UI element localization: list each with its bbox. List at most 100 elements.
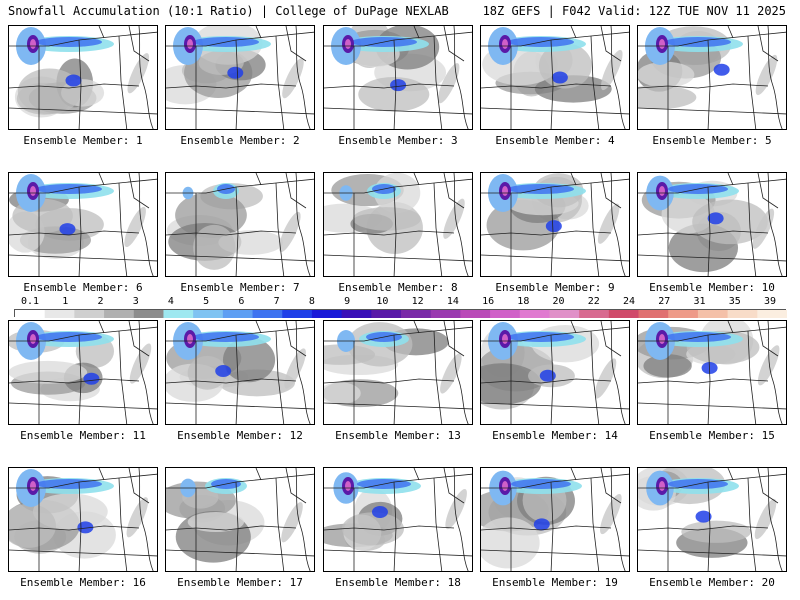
legend-color-swatch [638, 310, 669, 318]
legend-tick-label: 7 [273, 296, 280, 307]
ensemble-panel [8, 467, 158, 572]
state-borders [9, 321, 157, 424]
ensemble-member-label: Ensemble Member: 2 [180, 134, 300, 147]
map-title: Snowfall Accumulation (10:1 Ratio) | Col… [8, 4, 449, 18]
legend-tick-label: 12 [411, 296, 424, 307]
state-borders [166, 468, 314, 571]
ensemble-panel [323, 172, 473, 277]
snowfall-map [481, 468, 629, 571]
legend-tick-label: 9 [344, 296, 351, 307]
snowfall-map [638, 468, 786, 571]
ensemble-member-label: Ensemble Member: 6 [23, 281, 143, 294]
ensemble-panel [323, 25, 473, 130]
legend-color-swatch [222, 310, 254, 318]
legend-color-swatch [252, 310, 283, 318]
legend-color-swatch [549, 310, 580, 318]
snowfall-map [324, 321, 472, 424]
ensemble-panel [165, 25, 315, 130]
legend-color-swatch [163, 310, 194, 318]
state-borders [324, 26, 472, 129]
legend-tick-label: 24 [623, 296, 636, 307]
state-borders [324, 468, 472, 571]
ensemble-panel [637, 467, 787, 572]
legend-tick-label: 22 [587, 296, 600, 307]
snowfall-map [324, 468, 472, 571]
ensemble-member-label: Ensemble Member: 1 [23, 134, 143, 147]
ensemble-member-label: Ensemble Member: 17 [177, 576, 303, 589]
ensemble-member-label: Ensemble Member: 16 [20, 576, 146, 589]
state-borders [638, 173, 786, 276]
legend-tick-label: 6 [238, 296, 245, 307]
ensemble-panel [8, 172, 158, 277]
snowfall-map [9, 26, 157, 129]
state-borders [9, 468, 157, 571]
ensemble-member-label: Ensemble Member: 8 [338, 281, 458, 294]
ensemble-panel [165, 172, 315, 277]
state-borders [638, 468, 786, 571]
snow-shading [324, 173, 465, 254]
ensemble-member-label: Ensemble Member: 9 [495, 281, 615, 294]
legend-color-swatch [490, 310, 521, 318]
ensemble-panel [323, 467, 473, 572]
snowfall-map [9, 468, 157, 571]
legend-color-swatch [519, 310, 550, 318]
state-borders [9, 26, 157, 129]
ensemble-member-label: Ensemble Member: 20 [649, 576, 775, 589]
snowfall-map [166, 173, 314, 276]
snow-shading [324, 488, 467, 551]
snow-shading [166, 183, 301, 270]
heavy-snow-band [16, 27, 114, 87]
legend-tick-label: 14 [446, 296, 459, 307]
legend-tick-label: 10 [376, 296, 389, 307]
legend-color-swatch [668, 310, 699, 318]
legend-tick-label: 2 [97, 296, 104, 307]
ensemble-panel [480, 25, 630, 130]
legend-color-swatch [757, 310, 787, 318]
legend-tick-label: 0.1 [20, 296, 40, 307]
ensemble-panel [165, 467, 315, 572]
legend-tick-label: 18 [517, 296, 530, 307]
ensemble-panel [8, 25, 158, 130]
ensemble-panel [165, 320, 315, 425]
snowfall-map [324, 173, 472, 276]
snowfall-map [166, 26, 314, 129]
legend-color-swatch [430, 310, 461, 318]
heavy-snow-band [645, 27, 743, 76]
ensemble-member-label: Ensemble Member: 12 [177, 429, 303, 442]
snow-shading [166, 481, 303, 563]
snowfall-map [166, 468, 314, 571]
legend-tick-label: 31 [693, 296, 706, 307]
ensemble-member-label: Ensemble Member: 10 [649, 281, 775, 294]
legend-color-swatch [341, 310, 372, 318]
ensemble-panel [637, 25, 787, 130]
snow-shading [166, 26, 304, 105]
ensemble-panel [8, 320, 158, 425]
state-borders [166, 173, 314, 276]
state-borders [9, 173, 157, 276]
header: Snowfall Accumulation (10:1 Ratio) | Col… [0, 0, 800, 24]
snowfall-map [9, 321, 157, 424]
legend-color-swatch [608, 310, 640, 318]
legend-color-swatch [697, 310, 729, 318]
ensemble-member-label: Ensemble Member: 4 [495, 134, 615, 147]
legend-tick-label: 8 [308, 296, 315, 307]
ensemble-panel [480, 172, 630, 277]
legend-color-swatch [371, 310, 402, 318]
ensemble-panel [637, 320, 787, 425]
ensemble-member-label: Ensemble Member: 14 [492, 429, 618, 442]
ensemble-panel [480, 320, 630, 425]
ensemble-member-label: Ensemble Member: 7 [180, 281, 300, 294]
legend-color-swatch [282, 310, 313, 318]
heavy-snow-band [182, 183, 239, 200]
snowfall-map [638, 26, 786, 129]
legend-tick-label: 3 [132, 296, 139, 307]
ensemble-panel [480, 467, 630, 572]
snowfall-map [324, 26, 472, 129]
legend-tick-label: 39 [763, 296, 777, 307]
snowfall-map [638, 173, 786, 276]
legend-tick-label: 27 [658, 296, 671, 307]
snowfall-map [166, 321, 314, 424]
legend-color-swatch [104, 310, 135, 318]
ensemble-panel [323, 320, 473, 425]
legend-tick-label: 5 [203, 296, 210, 307]
